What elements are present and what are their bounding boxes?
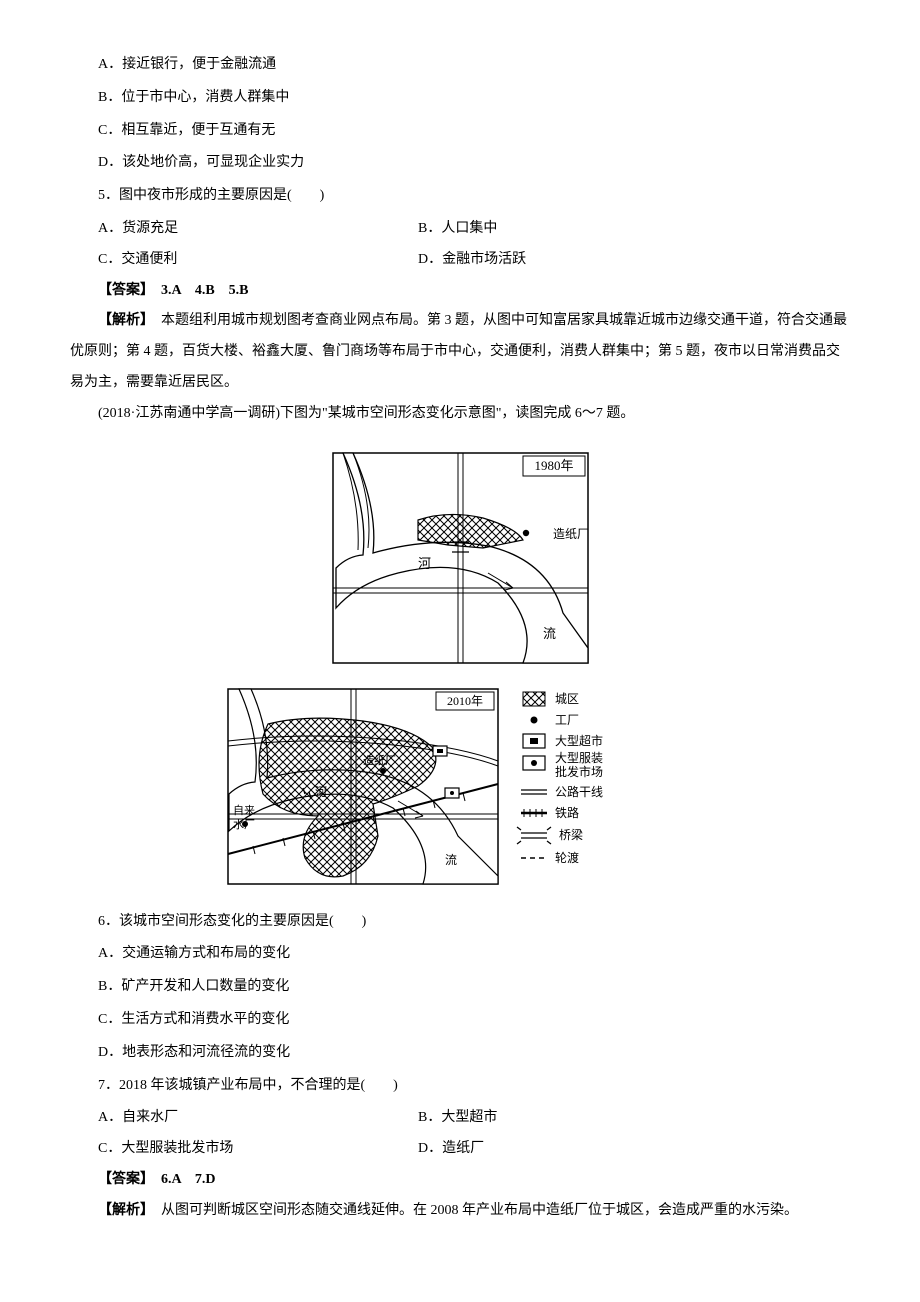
q7-option-d: D．造纸厂 (390, 1134, 710, 1165)
answer-text-1: 3.A 4.B 5.B (147, 283, 249, 298)
analysis-block-1: 【解析】 本题组利用城市规划图考查商业网点布局。第 3 题，从图中可知富居家具城… (70, 306, 850, 398)
q5-stem: 5．图中夜市形成的主要原因是( ) (70, 181, 850, 212)
figure1-paper-label: 造纸厂 (553, 527, 589, 541)
legend-clothes2: 批发市场 (555, 764, 603, 779)
answer-block-2: 【答案】 6.A 7.D (70, 1165, 850, 1196)
answer-text-2: 6.A 7.D (147, 1172, 215, 1187)
legend-bridge: 桥梁 (559, 827, 583, 842)
figure-intro: (2018·江苏南通中学高一调研)下图为"某城市空间形态变化示意图"，读图完成 … (70, 399, 850, 430)
q6-option-d: D．地表形态和河流径流的变化 (70, 1038, 850, 1069)
q7-stem: 7．2018 年该城镇产业布局中，不合理的是( ) (70, 1071, 850, 1102)
figure2-river-bottom: 流 (445, 853, 457, 867)
q5-option-d: D．金融市场活跃 (390, 245, 710, 276)
q5-option-a: A．货源充足 (70, 214, 390, 245)
q5-options-row1: A．货源充足 B．人口集中 (70, 214, 850, 245)
figure-1980: 1980年 造纸厂 河 流 (70, 448, 850, 668)
analysis-text-1: 本题组利用城市规划图考查商业网点布局。第 3 题，从图中可知富居家具城靠近城市边… (70, 313, 847, 390)
q6-stem: 6．该城市空间形态变化的主要原因是( ) (70, 907, 850, 938)
q7-option-a: A．自来水厂 (70, 1103, 390, 1134)
analysis-block-2: 【解析】 从图可判断城区空间形态随交通线延伸。在 2008 年产业布局中造纸厂位… (70, 1196, 850, 1227)
legend-rail: 铁路 (555, 805, 579, 820)
q6-option-a: A．交通运输方式和布局的变化 (70, 939, 850, 970)
legend-clothes1: 大型服装 (555, 751, 603, 765)
figure1-river-bottom: 流 (543, 626, 556, 641)
q4-option-a: A．接近银行，便于金融流通 (70, 50, 850, 81)
q6-option-c: C．生活方式和消费水平的变化 (70, 1005, 850, 1036)
answer-label-2: 【答案】 (98, 1172, 147, 1187)
q7-options-row2: C．大型服装批发市场 D．造纸厂 (70, 1134, 850, 1165)
q7-option-b: B．大型超市 (390, 1103, 710, 1134)
answer-label-1: 【答案】 (98, 283, 147, 298)
q7-options-row1: A．自来水厂 B．大型超市 (70, 1103, 850, 1134)
q4-option-b: B．位于市中心，消费人群集中 (70, 83, 850, 114)
figure2-year: 2010年 (446, 694, 482, 708)
legend-factory: 工厂 (555, 713, 579, 727)
legend-market: 大型超市 (555, 733, 603, 748)
q4-option-c: C．相互靠近，便于互通有无 (70, 116, 850, 147)
figure2-paper-label: 造纸厂 (363, 753, 396, 767)
q5-option-b: B．人口集中 (390, 214, 710, 245)
q7-option-c: C．大型服装批发市场 (70, 1134, 390, 1165)
q5-option-c: C．交通便利 (70, 245, 390, 276)
legend: 城区 工厂 大型超市 大型服装 批发市场 公路干线 (517, 692, 603, 865)
figure1-year: 1980年 (534, 458, 573, 473)
legend-road: 公路干线 (555, 784, 603, 799)
figure2-water2: 水厂 (233, 818, 255, 831)
figure2-river-top: 河 (315, 785, 327, 799)
analysis-label-2: 【解析】 (98, 1203, 147, 1218)
figure2-water1: 自来 (233, 804, 255, 817)
figure-2010: 2010年 (70, 686, 850, 891)
q6-option-b: B．矿产开发和人口数量的变化 (70, 972, 850, 1003)
q4-option-d: D．该处地价高，可显现企业实力 (70, 148, 850, 179)
analysis-label-1: 【解析】 (98, 313, 147, 328)
legend-ferry: 轮渡 (555, 850, 579, 865)
analysis-text-2: 从图可判断城区空间形态随交通线延伸。在 2008 年产业布局中造纸厂位于城区，会… (147, 1203, 798, 1218)
q5-options-row2: C．交通便利 D．金融市场活跃 (70, 245, 850, 276)
answer-block-1: 【答案】 3.A 4.B 5.B (70, 276, 850, 307)
figure1-river-top: 河 (418, 556, 431, 571)
legend-city: 城区 (555, 692, 579, 706)
